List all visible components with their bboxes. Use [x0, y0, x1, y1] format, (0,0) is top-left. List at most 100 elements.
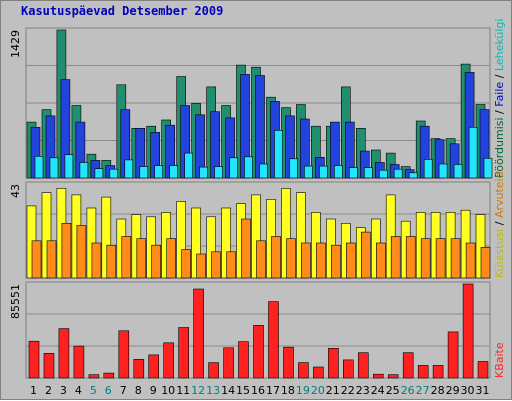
bar-k-lastusi-day-12	[191, 207, 201, 279]
bar-kbaite-day-5	[88, 374, 100, 379]
bar-kbaite-day-24	[372, 373, 384, 379]
bar-arvuteid-day-25	[390, 236, 401, 279]
bar-lehek-lgi-day-17	[274, 130, 283, 179]
bar-k-lastusi-day-16	[251, 194, 261, 279]
bar-arvuteid-day-29	[450, 238, 461, 279]
bar-kbaite-day-1	[28, 340, 40, 379]
bar-lehek-lgi-day-18	[289, 158, 298, 179]
bar-kbaite-day-15	[238, 341, 249, 379]
bar-arvuteid-day-11	[181, 249, 191, 279]
legend-entry: KBaite	[493, 342, 506, 378]
legend-entry: Arvuteid	[493, 171, 506, 218]
bar-kbaite-day-19	[298, 362, 309, 379]
bar-kbaite-day-23	[357, 352, 369, 379]
bar-arvuteid-day-22	[345, 242, 356, 279]
x-tick-label-day-3: 3	[60, 384, 67, 397]
legend-entry: /	[493, 71, 506, 82]
bar-lehek-lgi-day-6	[109, 168, 119, 179]
bar-lehek-lgi-day-23	[363, 167, 373, 179]
bar-kbaite-day-21	[328, 347, 339, 379]
x-tick-label-day-25: 25	[386, 384, 400, 397]
visits-hosts-legend: Külastusi / Arvuteid	[493, 171, 506, 278]
bar-kbaite-day-18	[283, 346, 294, 379]
bar-k-lastusi-day-18	[281, 188, 291, 279]
bar-k-lastusi-day-19	[296, 192, 306, 279]
bar-arvuteid-day-16	[256, 240, 266, 279]
bar-lehek-lgi-day-24	[378, 169, 388, 179]
bar-kbaite-day-9	[148, 354, 159, 379]
x-tick-label-day-9: 9	[150, 384, 157, 397]
bar-arvuteid-day-5	[91, 242, 102, 279]
x-tick-label-day-11: 11	[176, 384, 190, 397]
x-tick-label-day-15: 15	[236, 384, 250, 397]
bar-arvuteid-day-28	[435, 238, 446, 279]
bar-lehek-lgi-day-3	[64, 154, 74, 179]
bar-k-lastusi-day-6	[101, 196, 112, 279]
bar-arvuteid-day-20	[316, 242, 326, 279]
bar-kbaite-day-8	[133, 358, 145, 379]
bar-kbaite-day-2	[43, 352, 55, 379]
bar-arvuteid-day-4	[76, 225, 87, 279]
bar-kbaite-day-29	[447, 331, 459, 379]
bar-arvuteid-day-15	[241, 218, 251, 279]
x-tick-label-day-20: 20	[311, 384, 325, 397]
x-tick-label-day-22: 22	[341, 384, 355, 397]
bar-arvuteid-day-2	[46, 240, 57, 279]
bar-lehek-lgi-day-20	[319, 165, 328, 179]
x-tick-label-day-24: 24	[371, 384, 385, 397]
x-tick-label-day-13: 13	[206, 384, 220, 397]
x-tick-label-day-18: 18	[281, 384, 295, 397]
bar-lehek-lgi-day-11	[184, 152, 193, 179]
bar-lehek-lgi-day-31	[483, 158, 493, 179]
hits-files-pages-legend: Pöördumisi / Faile / Lehekülgi	[493, 19, 506, 178]
x-tick-label-day-17: 17	[266, 384, 280, 397]
x-tick-label-day-21: 21	[326, 384, 340, 397]
bar-arvuteid-day-26	[405, 236, 416, 279]
bar-lehek-lgi-day-28	[438, 163, 448, 179]
x-tick-label-day-30: 30	[461, 384, 475, 397]
legend-entry: /	[493, 107, 506, 118]
bar-kbaite-day-27	[417, 365, 429, 379]
bar-arvuteid-day-21	[331, 244, 341, 279]
x-tick-label-day-6: 6	[105, 384, 112, 397]
bar-arvuteid-day-7	[121, 236, 132, 279]
legend-entry: Faile	[493, 82, 506, 107]
bar-arvuteid-day-1	[31, 240, 42, 279]
bar-kbaite-day-13	[208, 362, 219, 379]
x-tick-label-day-23: 23	[356, 384, 370, 397]
bar-lehek-lgi-day-27	[423, 159, 433, 179]
bar-lehek-lgi-day-25	[393, 168, 403, 179]
bar-lehek-lgi-day-14	[229, 157, 238, 179]
bar-kbaite-day-31	[477, 361, 489, 379]
x-tick-label-day-19: 19	[296, 384, 310, 397]
bar-lehek-lgi-day-5	[94, 168, 104, 179]
x-tick-label-day-2: 2	[45, 384, 52, 397]
x-tick-label-day-8: 8	[135, 384, 142, 397]
visits-hosts-ymax-label: 43	[9, 184, 22, 198]
bar-arvuteid-day-19	[301, 242, 311, 279]
bar-lehek-lgi-day-4	[79, 162, 89, 179]
bar-lehek-lgi-day-12	[199, 166, 208, 179]
legend-entry: Pöördumisi	[493, 117, 506, 178]
bar-arvuteid-day-12	[196, 253, 206, 279]
bar-arvuteid-day-23	[360, 231, 371, 279]
bar-kbaite-day-26	[402, 352, 414, 379]
bar-k-lastusi-day-2	[41, 192, 52, 279]
bar-arvuteid-day-3	[61, 223, 72, 279]
x-tick-label-day-12: 12	[191, 384, 205, 397]
bar-lehek-lgi-day-9	[154, 165, 163, 179]
x-tick-label-day-29: 29	[446, 384, 460, 397]
x-tick-label-day-14: 14	[221, 384, 235, 397]
legend-entry: Lehekülgi	[493, 19, 506, 72]
bar-kbaite-day-3	[58, 328, 70, 379]
bar-lehek-lgi-day-29	[453, 164, 463, 179]
bar-arvuteid-day-17	[271, 236, 281, 279]
chart-title: Kasutuspäevad Detsember 2009	[21, 4, 224, 18]
bar-lehek-lgi-day-13	[214, 166, 223, 179]
bar-arvuteid-day-6	[106, 244, 117, 279]
bar-arvuteid-day-14	[226, 251, 236, 279]
bar-k-lastusi-day-31	[475, 214, 486, 279]
bar-lehek-lgi-day-10	[169, 165, 178, 179]
x-tick-label-day-10: 10	[161, 384, 175, 397]
